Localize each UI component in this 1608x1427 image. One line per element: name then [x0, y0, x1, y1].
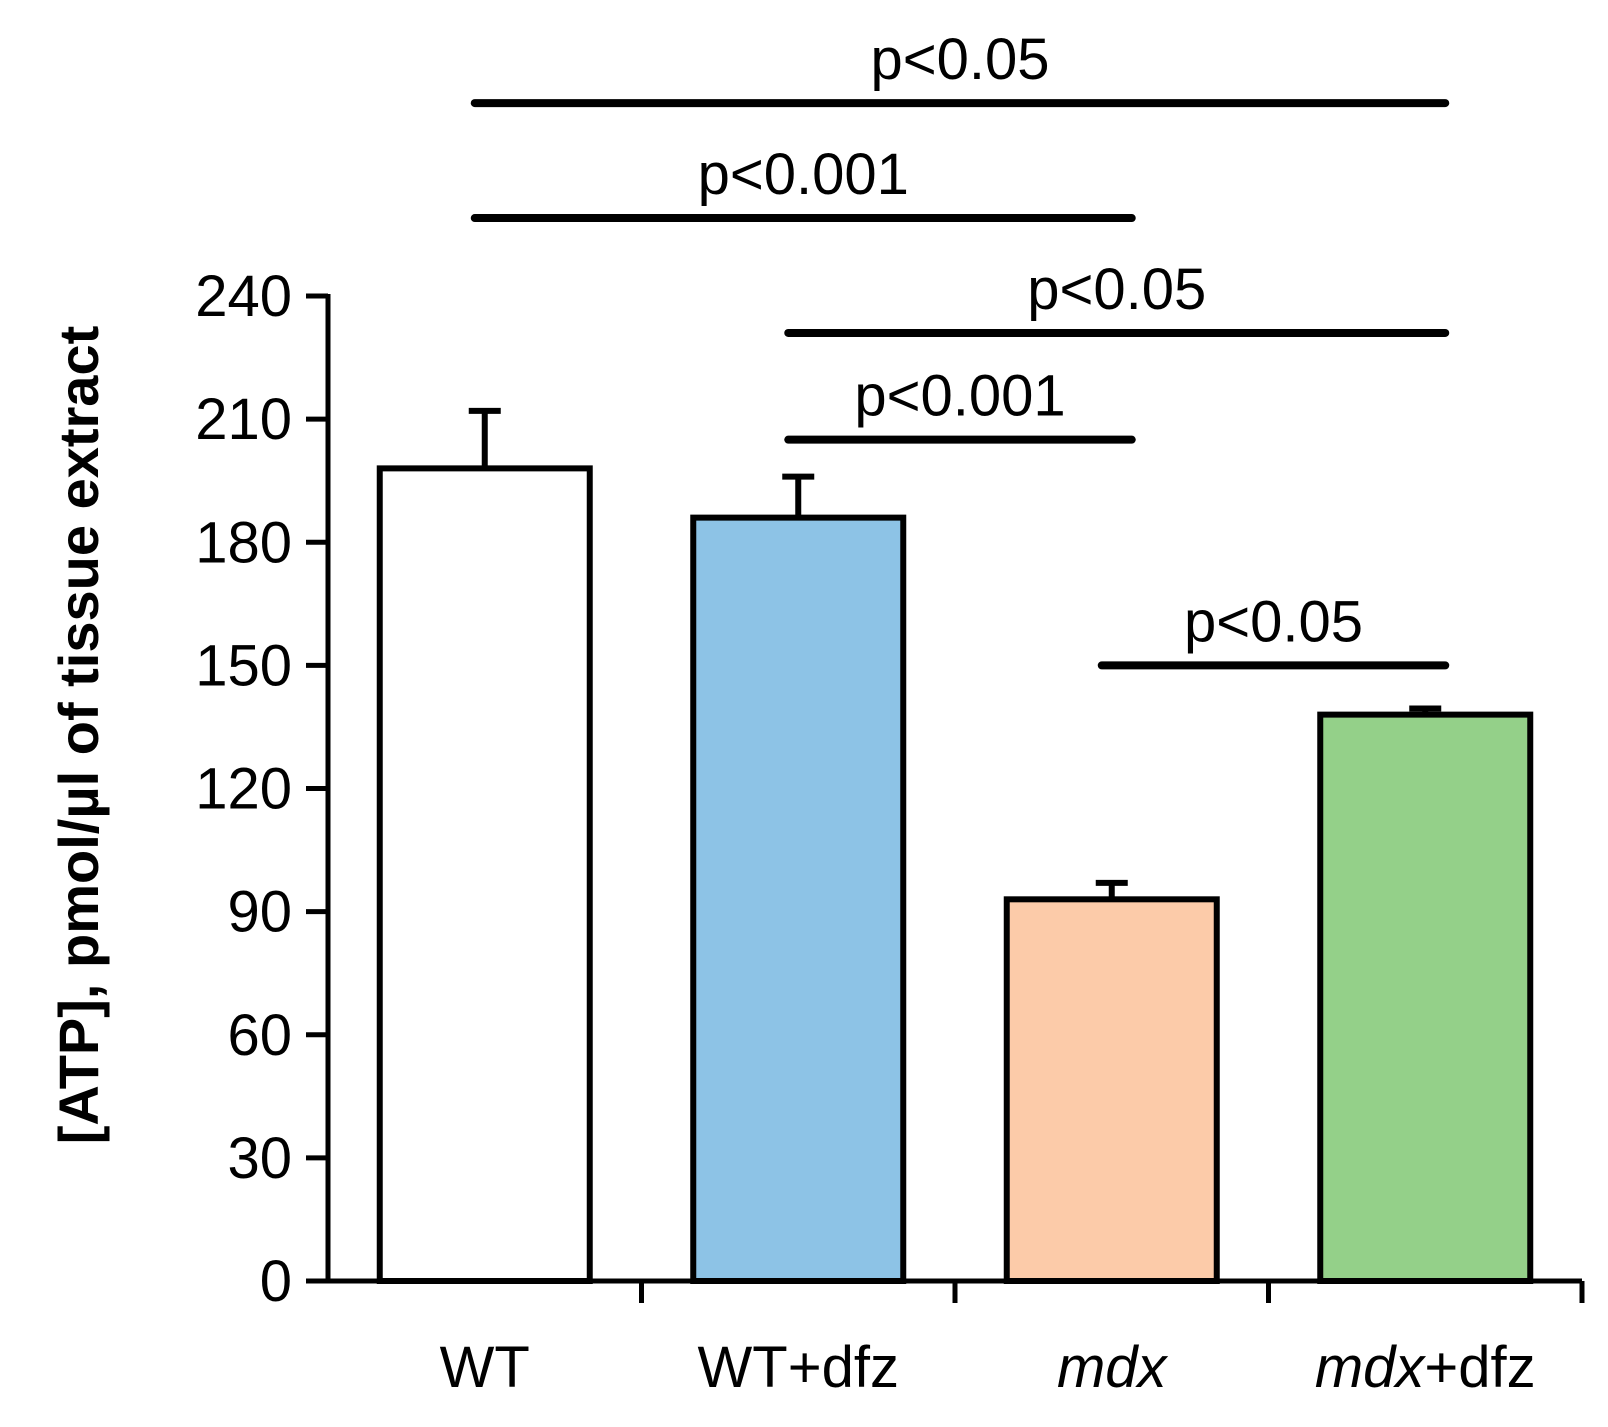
significance-label-4: p<0.05: [1184, 589, 1363, 654]
y-tick-label-0: 0: [260, 1249, 292, 1314]
error-bars: [468, 407, 1442, 900]
bars: [376, 465, 1534, 1284]
bar-WT: [376, 465, 593, 1284]
bar-mdx: [1003, 896, 1220, 1284]
y-tick-label-150: 150: [195, 633, 292, 698]
y-tick-label-180: 180: [195, 510, 292, 575]
y-ticks: 0 30 60 90 120 150 180 210 240: [195, 264, 328, 1314]
x-ticks: [639, 1281, 1585, 1303]
significance-label-1: p<0.001: [698, 142, 909, 207]
y-tick-label-90: 90: [227, 880, 292, 945]
category-label-mdx: mdx: [1057, 1335, 1169, 1400]
bar-mdx+dfz: [1317, 711, 1534, 1284]
category-label-mdx+dfz: mdx+dfz: [1315, 1335, 1536, 1400]
y-tick-label-210: 210: [195, 387, 292, 452]
category-labels: WT WT+dfz mdx mdx+dfz: [440, 1335, 1536, 1400]
y-tick-label-30: 30: [227, 1126, 292, 1191]
significance-label-2: p<0.05: [1027, 257, 1206, 322]
category-label-WT+dfz: WT+dfz: [698, 1335, 899, 1400]
y-tick-label-120: 120: [195, 757, 292, 822]
y-tick-label-60: 60: [227, 1003, 292, 1068]
y-axis-title: [ATP], pmol/µl of tissue extract: [47, 326, 110, 1144]
significance-label-3: p<0.001: [854, 364, 1065, 429]
bar-WT+dfz: [690, 514, 907, 1284]
y-tick-label-240: 240: [195, 264, 292, 329]
significance-label-0: p<0.05: [870, 27, 1049, 92]
significance-annotations: p<0.05 p<0.001 p<0.05 p<0.001 p<0.05: [470, 27, 1450, 670]
category-label-WT: WT: [440, 1335, 530, 1400]
